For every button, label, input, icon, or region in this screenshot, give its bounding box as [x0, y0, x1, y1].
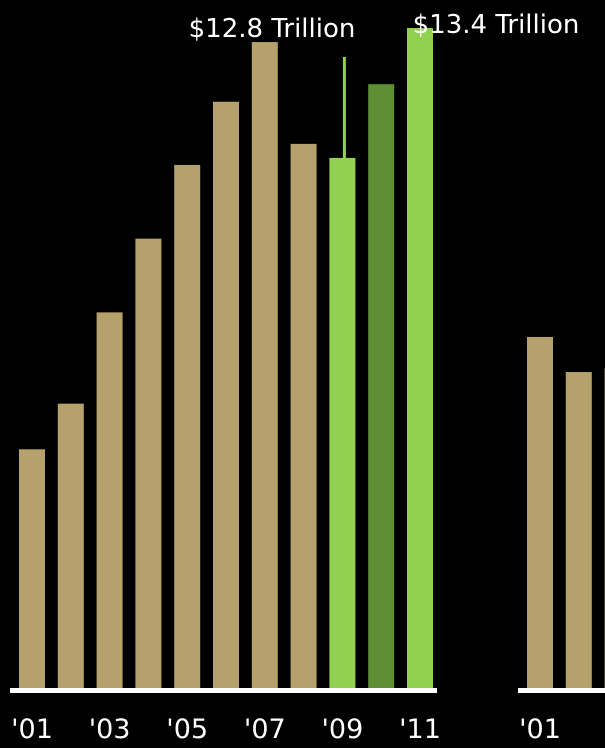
tick-label: '09: [322, 714, 364, 745]
tick-label: '01: [519, 714, 561, 745]
bar-0-4: [174, 164, 201, 688]
left-bar-chart: '01 '03 '05 '07 '09 '11 $12.8 Trillion $13.4 Tr…: [10, 10, 579, 745]
bar-1-1: [565, 372, 592, 688]
bar-0-5: [213, 101, 239, 688]
right-bar-chart: '01'0: [518, 336, 605, 745]
bar-0-2: [96, 312, 123, 688]
annotation-label: $12.8 Trillion: [189, 14, 356, 44]
bar-0-6: [251, 42, 278, 688]
tick-label: '01: [11, 714, 53, 745]
bar-1-0: [527, 336, 553, 688]
bar-0-3: [135, 238, 162, 688]
tick-label: '03: [89, 714, 131, 745]
bar-0-8: [329, 157, 356, 688]
bar-0-9: [368, 84, 395, 689]
x-axis-line: [518, 688, 605, 693]
bar-0-7: [290, 143, 317, 689]
bar-0-10: [407, 28, 433, 688]
annotation-label: $13.4 Trillion: [413, 10, 580, 40]
bar-0-1: [57, 403, 84, 688]
tick-label: '05: [166, 714, 208, 745]
tick-label: '11: [399, 714, 441, 745]
bar-0-0: [19, 449, 45, 688]
x-axis-line: [10, 688, 437, 693]
tick-label: '07: [244, 714, 286, 745]
